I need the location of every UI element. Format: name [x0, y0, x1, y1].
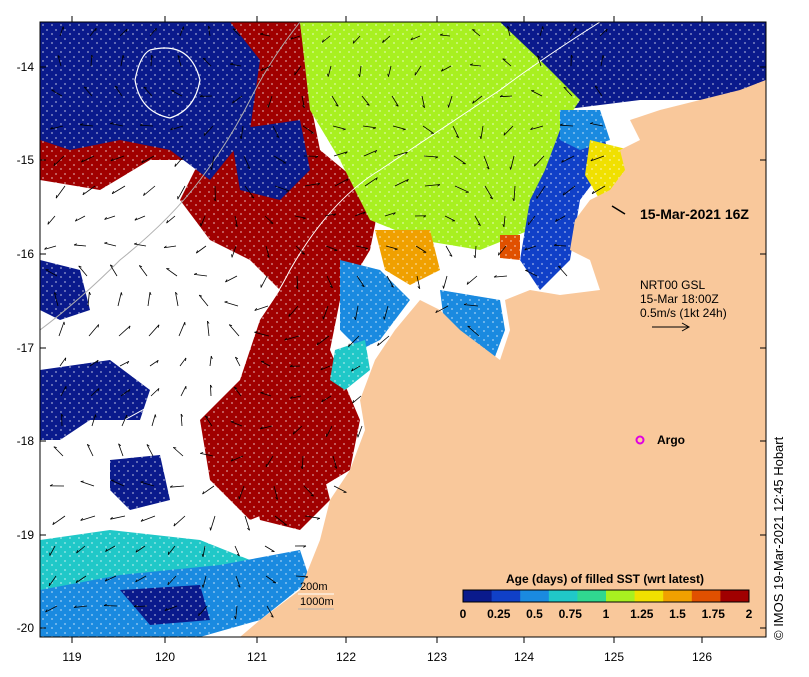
lat-tick-label: -20 [17, 621, 35, 635]
legend-tick-label: 0.25 [487, 607, 511, 621]
isobath-label-200m: 200m [300, 581, 328, 593]
legend-swatch [663, 590, 692, 602]
current-vector-head [96, 28, 97, 31]
legend-tick-label: 0 [460, 607, 467, 621]
legend-swatch [520, 590, 549, 602]
current-vector-head [81, 481, 84, 482]
legend-swatches [463, 590, 750, 602]
vector-scale-label: 0.5m/s (1kt 24h) [640, 306, 727, 320]
sst-field [40, 22, 766, 637]
current-vector-head [156, 28, 157, 31]
legend-tick-label: 2 [746, 607, 753, 621]
legend-swatch [463, 590, 492, 602]
lon-tick-label: 119 [62, 650, 81, 664]
legend-swatch [549, 590, 578, 602]
legend-tick-label: 1.25 [630, 607, 654, 621]
lat-tick-label: -17 [17, 341, 35, 355]
lon-tick-label: 122 [336, 650, 356, 664]
legend-ticks: 0 0.25 0.5 0.75 1 1.25 1.5 1.75 2 [460, 607, 753, 621]
legend-swatch [720, 590, 749, 602]
credit-line: © IMOS 19-Mar-2021 12:45 Hobart [771, 437, 786, 640]
legend-tick-label: 0.5 [526, 607, 543, 621]
model-label: NRT00 GSL [640, 278, 705, 292]
legend-tick-label: 1.75 [702, 607, 726, 621]
argo-label: Argo [657, 433, 685, 447]
lat-tick-label: -19 [17, 528, 35, 542]
lat-tick-label: -14 [17, 60, 35, 74]
lon-tick-label: 124 [514, 650, 534, 664]
legend-swatch [635, 590, 664, 602]
model-time: 15-Mar 18:00Z [640, 292, 719, 306]
current-vector-head [498, 252, 499, 255]
current-vector-head [63, 27, 64, 30]
legend-swatch [606, 590, 635, 602]
lat-tick-label: -15 [17, 153, 35, 167]
legend-tick-label: 0.75 [559, 607, 583, 621]
lon-tick-label: 120 [155, 650, 175, 664]
legend-swatch [577, 590, 606, 602]
legend-tick-label: 1.5 [669, 607, 686, 621]
current-vector-head [268, 104, 269, 107]
lat-tick-label: -18 [17, 434, 35, 448]
lon-tick-label: 126 [692, 650, 712, 664]
current-vector-head [286, 191, 289, 192]
timestamp-label: 15-Mar-2021 16Z [640, 206, 749, 222]
current-vector [210, 385, 211, 396]
legend-title: Age (days) of filled SST (wrt latest) [506, 572, 704, 586]
lat-tick-label: -16 [17, 247, 35, 261]
lon-tick-label: 125 [604, 650, 624, 664]
lon-tick-label: 121 [247, 650, 267, 664]
legend-swatch [692, 590, 721, 602]
legend-swatch [492, 590, 521, 602]
lon-tick-label: 123 [427, 650, 447, 664]
legend-tick-label: 1 [603, 607, 610, 621]
isobath-label-1000m: 1000m [300, 596, 334, 608]
